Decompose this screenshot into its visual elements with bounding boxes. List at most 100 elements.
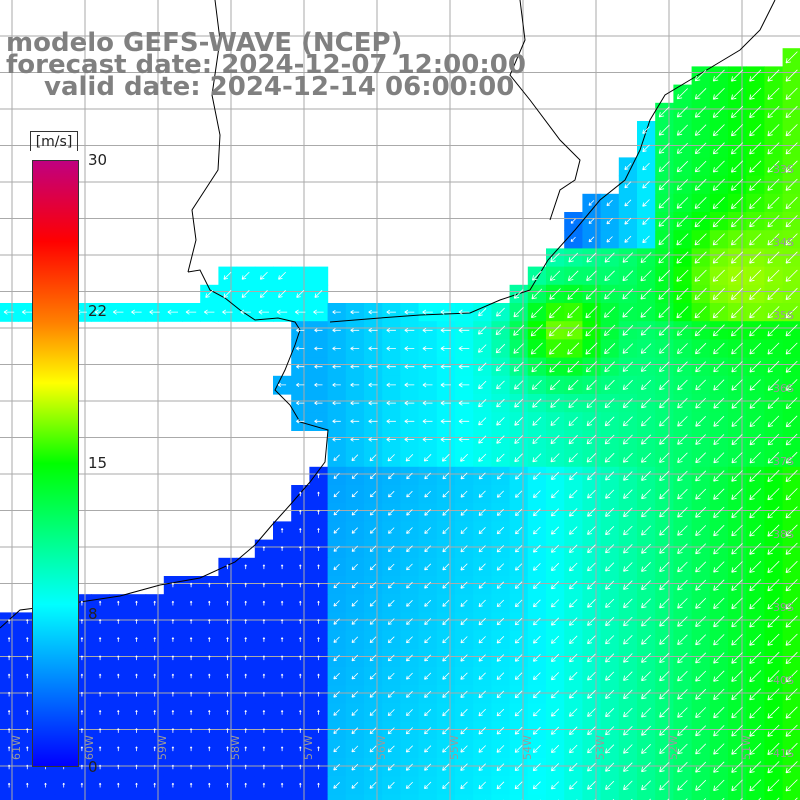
wind-arrow (731, 634, 743, 646)
speed-cell (327, 758, 347, 777)
wind-arrow (299, 600, 302, 606)
speed-cell (655, 121, 674, 140)
wind-arrow (550, 398, 560, 408)
wind-arrow (405, 454, 414, 462)
speed-cell (709, 121, 729, 140)
wind-arrow (767, 488, 780, 501)
wind-arrow (460, 690, 468, 698)
speed-cell (655, 503, 674, 522)
wind-arrow (659, 725, 670, 736)
wind-arrow (317, 600, 320, 606)
speed-cell (400, 794, 420, 800)
speed-cell (546, 339, 565, 359)
wind-arrow (604, 361, 615, 373)
speed-cell (728, 175, 747, 195)
wind-arrow (313, 309, 324, 315)
wind-arrow (533, 617, 541, 626)
wind-arrow (299, 509, 302, 515)
speed-cell (327, 794, 347, 800)
wind-arrow (80, 600, 84, 606)
speed-cell (345, 557, 365, 577)
speed-cell (382, 448, 401, 468)
wind-arrow (569, 781, 578, 790)
speed-cell (327, 557, 347, 577)
wind-arrow (659, 780, 670, 791)
speed-cell (637, 339, 656, 359)
speed-cell (382, 703, 401, 723)
wind-arrow (513, 343, 524, 354)
colorbar-tick-label: 22 (88, 302, 108, 320)
wind-arrow (694, 215, 707, 228)
speed-cell (691, 266, 711, 286)
speed-cell (728, 212, 747, 231)
speed-cell (637, 321, 656, 340)
speed-cell (728, 394, 747, 413)
wind-arrow (98, 728, 102, 733)
speed-cell (491, 375, 511, 395)
speed-cell (673, 430, 693, 450)
speed-cell (400, 539, 420, 559)
speed-cell (764, 139, 784, 158)
wind-arrow (731, 779, 743, 792)
speed-cell (673, 521, 693, 541)
speed-cell (691, 485, 711, 504)
speed-cell (746, 139, 765, 158)
wind-arrow (659, 343, 670, 354)
latitude-label: 41S (773, 747, 794, 760)
speed-cell (600, 739, 620, 759)
wind-arrow (388, 527, 395, 534)
wind-arrow (767, 69, 780, 82)
wind-arrow (587, 671, 596, 681)
wind-arrow (458, 345, 470, 352)
wind-arrow (713, 761, 725, 773)
speed-cell (673, 630, 693, 650)
wind-arrow (299, 619, 302, 624)
wind-arrow (641, 707, 651, 718)
wind-arrow (712, 124, 725, 137)
speed-cell (728, 576, 747, 595)
speed-cell (345, 448, 365, 468)
speed-cell (309, 794, 329, 800)
wind-arrow (587, 708, 596, 717)
wind-arrow (496, 380, 505, 390)
speed-cell (673, 121, 693, 140)
wind-arrow (641, 744, 651, 754)
wind-arrow (659, 489, 670, 500)
latitude-label: 38S (773, 528, 794, 541)
speed-cell (564, 648, 583, 668)
speed-cell (473, 321, 492, 340)
wind-arrow (333, 636, 340, 643)
wind-arrow (369, 600, 377, 607)
speed-cell (655, 248, 674, 268)
wind-arrow (731, 415, 743, 427)
speed-cell (746, 102, 765, 122)
wind-arrow (333, 563, 340, 571)
wind-arrow (208, 655, 211, 661)
speed-cell (637, 739, 656, 759)
wind-arrow (623, 525, 633, 536)
speed-cell (600, 612, 620, 632)
wind-arrow (731, 488, 743, 500)
wind-arrow (695, 397, 706, 409)
wind-arrow (333, 545, 340, 552)
speed-cell (582, 667, 602, 686)
wind-arrow (659, 398, 670, 409)
speed-cell (509, 612, 529, 632)
wind-arrow (659, 507, 670, 518)
wind-arrow (623, 471, 633, 481)
wind-arrow (622, 325, 634, 336)
speed-cell (728, 284, 747, 304)
speed-cell (637, 175, 656, 195)
wind-arrow (550, 453, 560, 463)
wind-arrow (171, 582, 175, 588)
speed-cell (546, 321, 565, 340)
wind-arrow (641, 452, 652, 463)
wind-arrow (7, 764, 11, 770)
wind-arrow (658, 142, 670, 154)
speed-cell (564, 303, 583, 322)
speed-cell (509, 703, 529, 723)
wind-arrow (749, 196, 762, 209)
wind-arrow (442, 527, 450, 534)
wind-arrow (606, 218, 613, 225)
wind-arrow (333, 672, 340, 680)
